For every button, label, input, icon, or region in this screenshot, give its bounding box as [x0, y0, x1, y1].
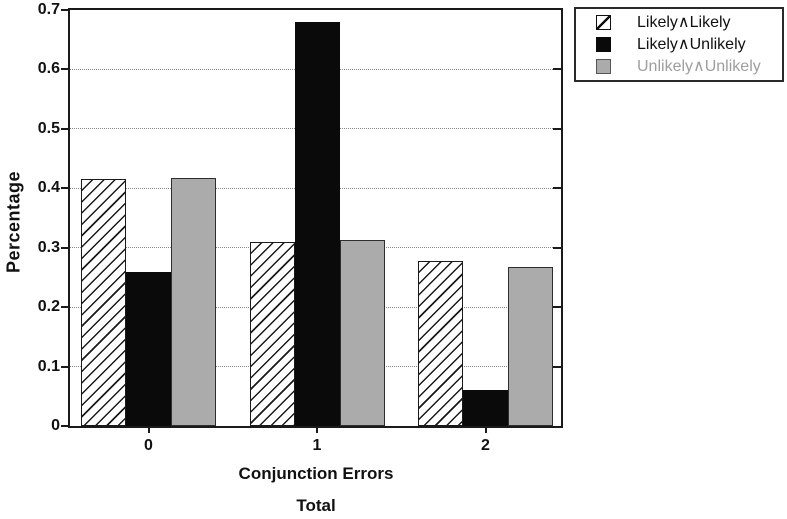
plot-area [68, 8, 563, 428]
legend-item-unlikely-unlikely: Unlikely∧Unlikely [576, 57, 782, 77]
y-tick-label: 0.3 [37, 238, 60, 256]
y-tick-label: 0.4 [37, 179, 60, 197]
legend-item-likely-likely: Likely∧Likely [576, 13, 782, 33]
y-tick-label: 0 [51, 417, 60, 434]
x-tick-mark [316, 428, 318, 433]
x-tick-label: 1 [312, 437, 322, 454]
y-tick-label: 0.6 [37, 60, 60, 78]
y-tick-mark [61, 187, 68, 190]
y-tick-mark-inner [553, 68, 561, 71]
black-swatch-icon [596, 37, 611, 52]
y-tick-mark [61, 68, 68, 71]
y-tick-mark [61, 306, 68, 309]
x-axis-title: Conjunction Errors [238, 464, 394, 483]
x-tick-mark [484, 428, 487, 433]
bar-gray-1 [339, 240, 385, 426]
bar-hatched-2 [418, 261, 463, 426]
bar-gray-0 [171, 178, 216, 426]
y-tick-mark-inner [553, 187, 561, 190]
legend-label: Likely∧Likely [637, 13, 731, 31]
y-tick-label: 0.5 [37, 119, 60, 137]
y-tick-mark [61, 246, 68, 249]
legend-item-likely-unlikely: Likely∧Unlikely [576, 35, 782, 55]
bar-hatched-0 [81, 179, 126, 426]
x-axis-subtitle: Total [296, 496, 336, 515]
y-tick-mark [61, 127, 68, 130]
y-tick-mark-inner [553, 246, 561, 249]
y-tick-label: 0.1 [37, 357, 60, 375]
bar-gray-2 [508, 267, 553, 426]
bar-black-2 [463, 390, 508, 426]
x-tick-label: 0 [144, 437, 153, 454]
bar-black-1 [294, 21, 340, 426]
y-tick-mark [61, 425, 68, 427]
legend: Likely∧Likely Likely∧Unlikely Unlikely∧U… [574, 7, 784, 82]
bar-hatched-1 [249, 241, 295, 426]
y-tick-label: 0.7 [37, 1, 60, 18]
y-tick-mark-inner [553, 365, 561, 368]
legend-label: Likely∧Unlikely [637, 35, 746, 53]
y-tick-mark [61, 365, 68, 368]
y-tick-mark-inner [553, 127, 561, 130]
y-tick-label: 0.2 [37, 298, 60, 316]
x-tick-mark [147, 428, 150, 433]
legend-label: Unlikely∧Unlikely [637, 57, 761, 75]
gray-swatch-icon [596, 59, 611, 74]
y-tick-mark-inner [553, 306, 561, 309]
bar-black-0 [126, 271, 171, 426]
hatched-swatch-icon [596, 15, 611, 30]
x-tick-label: 2 [481, 437, 490, 454]
y-tick-mark [61, 9, 68, 11]
